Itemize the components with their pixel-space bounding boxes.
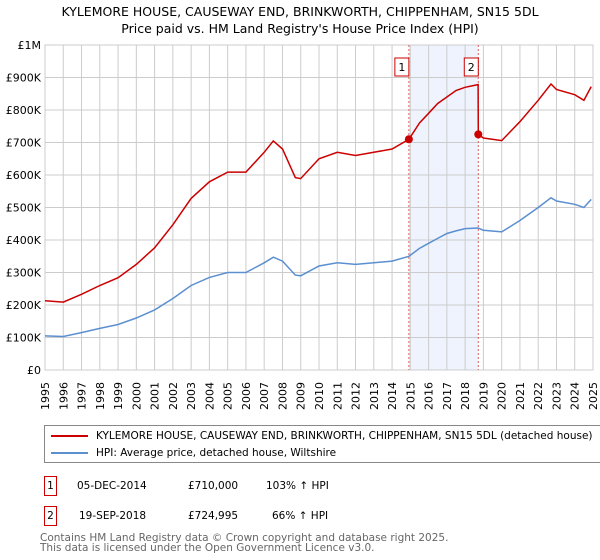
y-tick-label: £0 bbox=[27, 364, 41, 377]
x-tick-label: 1995 bbox=[39, 382, 52, 410]
y-tick-label: £400K bbox=[6, 234, 42, 247]
y-tick-label: £100K bbox=[6, 332, 42, 345]
y-tick-label: £1M bbox=[18, 39, 42, 52]
price-chart: £0 £100K £200K £300K £400K £500K £600K £700K £80… bbox=[6, 39, 600, 410]
x-tick-label: 2000 bbox=[130, 382, 143, 410]
y-tick-label: £900K bbox=[6, 72, 42, 85]
x-tick-label: 2014 bbox=[386, 382, 399, 410]
x-tick-label: 2010 bbox=[313, 382, 326, 410]
chart-subtitle: Price paid vs. HM Land Registry's House … bbox=[121, 21, 479, 36]
x-tick-label: 2013 bbox=[368, 382, 381, 410]
legend-red-swatch bbox=[51, 435, 88, 437]
y-tick-label: £300K bbox=[6, 267, 42, 280]
sale-label: 1 bbox=[398, 61, 405, 74]
sale-date: 05-DEC-2014 bbox=[77, 480, 147, 492]
sale-hpi: 103% ↑ HPI bbox=[266, 480, 329, 492]
chart-title: KYLEMORE HOUSE, CAUSEWAY END, BRINKWORTH… bbox=[61, 4, 539, 19]
legend-blue-swatch bbox=[51, 452, 88, 454]
hpi-line bbox=[44, 196, 592, 338]
x-tick-label: 2024 bbox=[569, 382, 582, 410]
x-tick-label: 1998 bbox=[94, 382, 107, 410]
x-tick-label: 2007 bbox=[258, 382, 271, 410]
y-tick-label: £500K bbox=[6, 202, 42, 215]
sale-label-box bbox=[463, 57, 479, 77]
x-tick-label: 2012 bbox=[350, 382, 363, 410]
footer-copyright: Contains HM Land Registry data © Crown c… bbox=[40, 532, 449, 544]
price-paid-line bbox=[44, 82, 592, 303]
x-tick-label: 2018 bbox=[459, 382, 472, 410]
x-tick-label: 1996 bbox=[57, 382, 70, 410]
x-tick-label: 2022 bbox=[532, 382, 545, 410]
sale-hpi: 66% ↑ HPI bbox=[272, 510, 329, 522]
x-tick-label: 2002 bbox=[167, 382, 180, 410]
plot-frame bbox=[44, 44, 594, 371]
sale-label: 2 bbox=[468, 61, 475, 74]
legend: KYLEMORE HOUSE, CAUSEWAY END, BRINKWORTH… bbox=[44, 425, 600, 463]
y-tick-label: £600K bbox=[6, 169, 42, 182]
y-tick-label: £800K bbox=[6, 104, 42, 117]
table-row: 2 19-SEP-2018 £724,995 66% ↑ HPI bbox=[44, 506, 544, 526]
y-tick-label: £200K bbox=[6, 299, 42, 312]
table-row: 1 05-DEC-2014 £710,000 103% ↑ HPI bbox=[44, 476, 544, 496]
x-tick-label: 2016 bbox=[423, 382, 436, 410]
sale-date: 19-SEP-2018 bbox=[79, 510, 147, 522]
x-tick-label: 1997 bbox=[76, 382, 89, 410]
sale-price: £710,000 bbox=[188, 480, 239, 492]
sale-marker-badge: 2 bbox=[44, 506, 57, 526]
sale-price: £724,995 bbox=[188, 510, 239, 522]
legend-red-label: KYLEMORE HOUSE, CAUSEWAY END, BRINKWORTH… bbox=[96, 430, 593, 442]
y-tick-label: £700K bbox=[6, 137, 42, 150]
x-tick-label: 2008 bbox=[276, 382, 289, 410]
sale-marker-badge: 1 bbox=[44, 476, 57, 496]
footer-licence: This data is licensed under the Open Gov… bbox=[40, 542, 375, 554]
x-tick-label: 2003 bbox=[185, 382, 198, 410]
x-tick-label: 2021 bbox=[514, 382, 527, 410]
x-tick-label: 2023 bbox=[550, 382, 563, 410]
sale-point bbox=[474, 130, 483, 139]
x-tick-label: 2020 bbox=[496, 382, 509, 410]
x-tick-label: 2001 bbox=[149, 382, 162, 410]
x-tick-label: 2009 bbox=[295, 382, 308, 410]
x-tick-label: 2019 bbox=[477, 382, 490, 410]
x-tick-label: 2017 bbox=[441, 382, 454, 410]
sale-point bbox=[404, 135, 413, 144]
x-tick-label: 1999 bbox=[112, 382, 125, 410]
sale-label-box bbox=[394, 57, 410, 77]
x-tick-label: 2025 bbox=[587, 382, 600, 410]
x-tick-label: 2006 bbox=[240, 382, 253, 410]
legend-blue-label: HPI: Average price, detached house, Wilt… bbox=[96, 447, 337, 459]
x-tick-label: 2015 bbox=[404, 382, 417, 410]
x-tick-label: 2004 bbox=[203, 382, 216, 410]
x-tick-label: 2011 bbox=[331, 382, 344, 410]
x-tick-label: 2005 bbox=[222, 382, 235, 410]
